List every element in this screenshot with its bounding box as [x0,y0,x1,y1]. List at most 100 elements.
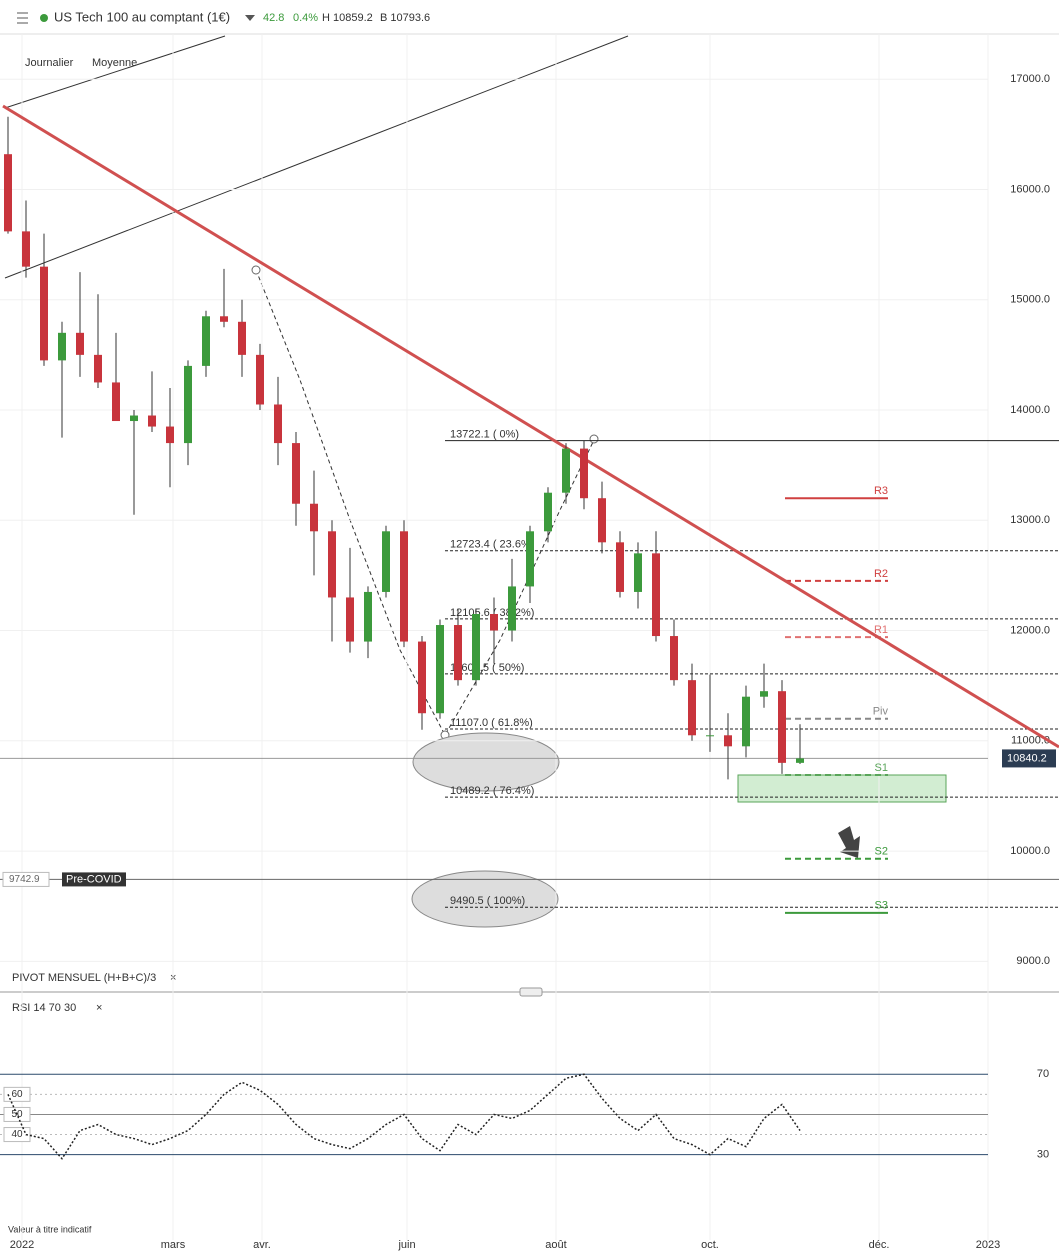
note: Valeur à titre indicatif [8,1224,92,1234]
pivot-label: R3 [874,485,888,497]
rsi-line [7,1073,801,1160]
indicator-label: RSI 14 70 30 [12,1002,76,1014]
level-box [3,1127,31,1143]
candle-body [346,597,354,642]
support-zone [737,774,947,803]
y-tick-label: 15000.0 [1010,294,1050,306]
channel-line [4,35,629,279]
candle-body [598,498,606,543]
fib-label: 12723.4 ( 23.6%) [450,539,534,551]
y-tick-label: 16000.0 [1010,183,1050,195]
candle-body [724,735,732,747]
y-tick-label: 14000.0 [1010,404,1050,416]
candle-body [40,266,48,361]
candle-body [184,365,192,444]
pre-covid-price: 9742.9 [9,874,40,885]
candle-body [112,382,120,422]
instrument-title: US Tech 100 au comptant (1€) [54,9,230,24]
y-tick-label: 12000.0 [1010,624,1050,636]
x-tick-label: oct. [701,1239,719,1251]
candle-body [580,448,588,499]
candle-body [472,613,480,681]
fib-label: 10489.2 ( 76.4%) [450,785,534,797]
pivot-point [251,265,261,275]
rsi-tick-label: 30 [1037,1149,1049,1161]
pivot-point [589,434,599,444]
candle-body [670,636,678,681]
candle-body [634,553,642,592]
pivot-label: Piv [873,706,889,718]
x-tick-label: mars [161,1239,186,1251]
candle-body [382,531,390,592]
tab[interactable]: Moyenne [92,57,137,69]
y-tick-label: 17000.0 [1010,73,1050,85]
candle-body [292,443,300,504]
candle-body [328,531,336,598]
candle-body [202,316,210,366]
candle-body [256,354,264,405]
channel-line [4,35,226,109]
candle-body [742,696,750,747]
resize-handle[interactable] [519,987,543,997]
candle-body [760,691,768,697]
low: B 10793.6 [380,12,430,24]
arrow [838,826,860,858]
candle-body [418,641,426,714]
toolbar [0,0,1059,34]
price-box [2,871,50,887]
high: H 10859.2 [322,12,373,24]
x-tick-label: 2023 [976,1239,1000,1251]
candle-body [274,404,282,444]
candle-body [562,448,570,493]
candle-body [508,586,516,631]
menu-icon[interactable] [17,12,28,24]
candle-body [688,680,696,736]
candle-body [652,553,660,637]
candle-body [58,332,66,361]
candle-body [130,415,138,422]
tab[interactable]: Journalier [25,57,74,69]
y-tick-label: 11000.0 [1011,735,1050,747]
y-tick-label: 13000.0 [1010,514,1050,526]
candle-body [166,426,174,444]
fib-label: 11606.5 ( 50%) [450,662,524,674]
trend-line [2,104,1059,749]
candle-body [238,321,246,355]
y-tick-label: 10000.0 [1010,845,1050,857]
fib-label: 13722.1 ( 0%) [450,429,519,441]
candle-body [454,625,462,681]
highlight [412,732,560,792]
candle-body [544,492,552,532]
candle-body [706,735,714,737]
candle-body [94,354,102,383]
pivot-label: R2 [874,568,888,580]
candle-body [220,316,228,322]
candle-body [400,531,408,642]
zigzag [255,269,595,737]
candle-body [796,758,804,763]
level-box [3,1086,31,1102]
rsi-level-label: 60 [11,1089,23,1100]
label-box [62,872,126,887]
status-dot [40,14,48,22]
candle-body [4,154,12,232]
candle-body [22,231,30,267]
last-price: 10840.2 [1007,752,1047,764]
x-tick-label: juin [397,1239,415,1251]
change-pct: 0.4% [293,12,318,24]
candle-body [76,332,84,355]
candle-body [364,591,372,642]
x-tick-label: août [545,1239,566,1251]
pre-covid-label: Pre-COVID [66,873,122,885]
rsi-level-label: 50 [11,1109,23,1120]
level-box [3,1106,31,1122]
dropdown[interactable] [245,15,255,21]
close-icon[interactable]: × [96,1002,102,1014]
highlight [411,870,559,928]
pivot-label: R1 [874,624,888,636]
x-tick-label: avr. [253,1239,271,1251]
fib-label: 9490.5 ( 100%) [450,895,525,907]
fib-label: 11107.0 ( 61.8%) [450,717,533,729]
candle-body [778,691,786,763]
candle-body [436,625,444,714]
